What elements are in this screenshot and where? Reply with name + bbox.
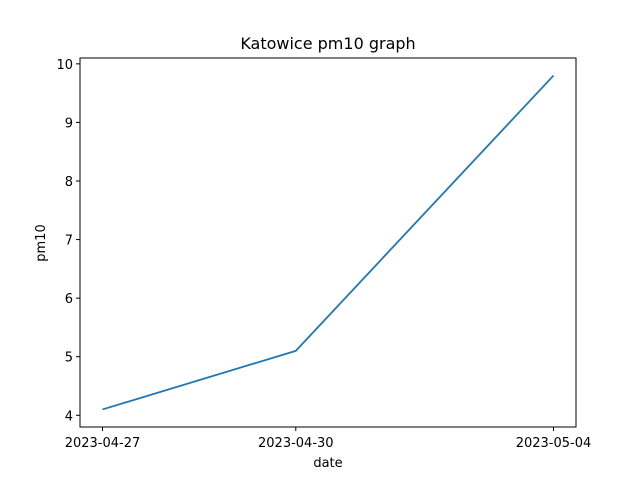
plot-area bbox=[102, 74, 555, 411]
x-tick-label: 2023-04-27 bbox=[65, 436, 141, 451]
y-tick-label: 10 bbox=[56, 58, 73, 73]
y-tick-label: 9 bbox=[65, 116, 73, 131]
x-axis-label: date bbox=[313, 456, 342, 471]
y-tick-label: 4 bbox=[65, 409, 73, 424]
y-tick-label: 7 bbox=[65, 234, 73, 249]
chart-title: Katowice pm10 graph bbox=[240, 34, 415, 53]
series-line-0 bbox=[102, 74, 555, 411]
x-tick-label: 2023-05-04 bbox=[516, 436, 592, 451]
y-tick-label: 8 bbox=[65, 175, 73, 190]
x-tick-label: 2023-04-30 bbox=[258, 436, 334, 451]
x-axis: 2023-04-27 2023-04-30 2023-05-04 bbox=[65, 427, 592, 451]
y-axis-label: pm10 bbox=[34, 224, 49, 261]
y-axis: 4 5 6 7 8 9 10 bbox=[56, 58, 80, 424]
y-tick-label: 6 bbox=[65, 292, 73, 307]
plot-frame bbox=[79, 57, 577, 428]
y-tick-label: 5 bbox=[65, 351, 73, 366]
